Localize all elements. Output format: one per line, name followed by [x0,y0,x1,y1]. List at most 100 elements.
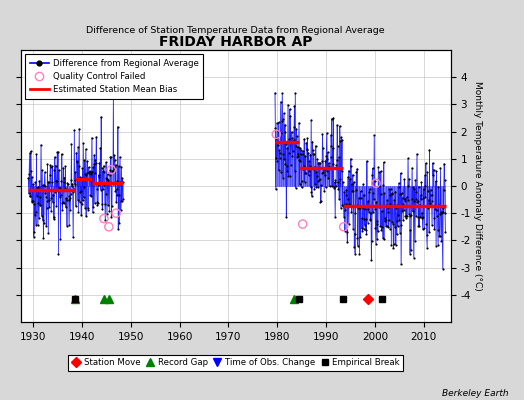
Point [326,154,335,160]
Point [32,222,40,228]
Point [412,213,420,219]
Point [315,177,323,183]
Point [368,165,377,172]
Point [386,201,395,207]
Point [272,120,281,126]
Point [331,177,340,184]
Point [283,102,292,108]
Point [318,158,326,164]
Point [115,220,123,226]
Point [333,157,341,164]
Point [411,177,419,183]
Point [82,213,90,220]
Point [423,244,431,251]
Y-axis label: Monthly Temperature Anomaly Difference (°C): Monthly Temperature Anomaly Difference (… [473,81,482,291]
Point [278,90,287,97]
Point [41,183,49,189]
Point [398,208,407,214]
Point [330,184,339,191]
Point [430,226,439,232]
Point [301,170,310,176]
Point [69,189,77,195]
Point [92,160,100,166]
Point [99,186,107,192]
Point [344,196,352,202]
Point [80,157,89,164]
Point [72,203,80,210]
Point [366,216,374,222]
Point [370,177,379,184]
Point [381,217,390,223]
Point [353,202,361,208]
Point [360,216,368,222]
Point [335,196,343,202]
Point [288,153,297,160]
Point [372,240,380,247]
Point [41,194,50,201]
Point [107,166,115,173]
Point [277,130,285,136]
Point [112,186,121,192]
Point [111,157,119,163]
Point [346,156,355,162]
Point [367,256,376,263]
Point [396,170,405,176]
Point [47,164,55,170]
Point [346,202,354,208]
Point [341,206,350,213]
Point [372,198,380,205]
Point [434,202,443,208]
Point [418,226,427,232]
Point [52,203,61,209]
Point [70,126,79,133]
Point [95,160,104,166]
Point [296,158,304,164]
Point [115,192,124,198]
Point [30,229,38,236]
Point [349,226,357,232]
Point [402,214,410,221]
Point [344,220,353,227]
Point [431,206,439,212]
Point [433,213,441,220]
Point [355,251,364,257]
Point [413,151,421,157]
Point [340,202,348,208]
Point [274,142,282,148]
Point [401,213,410,219]
Point [414,223,423,229]
Point [428,192,436,199]
Point [397,222,406,228]
Point [363,158,371,164]
Point [314,160,323,166]
Point [319,145,327,152]
Point [413,199,421,205]
Point [330,184,338,190]
Point [34,184,42,190]
Point [63,180,72,187]
Point [329,114,337,121]
Point [373,236,381,242]
Point [402,213,410,220]
Point [358,205,367,211]
Point [304,172,313,179]
Point [31,179,39,186]
Point [325,165,333,171]
Point [327,143,335,149]
Point [116,154,124,160]
Point [432,168,441,174]
Point [362,231,370,237]
Point [26,193,35,199]
Point [40,169,49,175]
Point [103,210,111,217]
Point [25,150,34,156]
Point [59,199,67,206]
Point [293,144,302,150]
Point [351,230,359,237]
Point [403,213,411,219]
Point [77,188,85,194]
Point [378,235,387,242]
Point [427,186,435,193]
Point [307,184,315,190]
Point [355,204,363,210]
